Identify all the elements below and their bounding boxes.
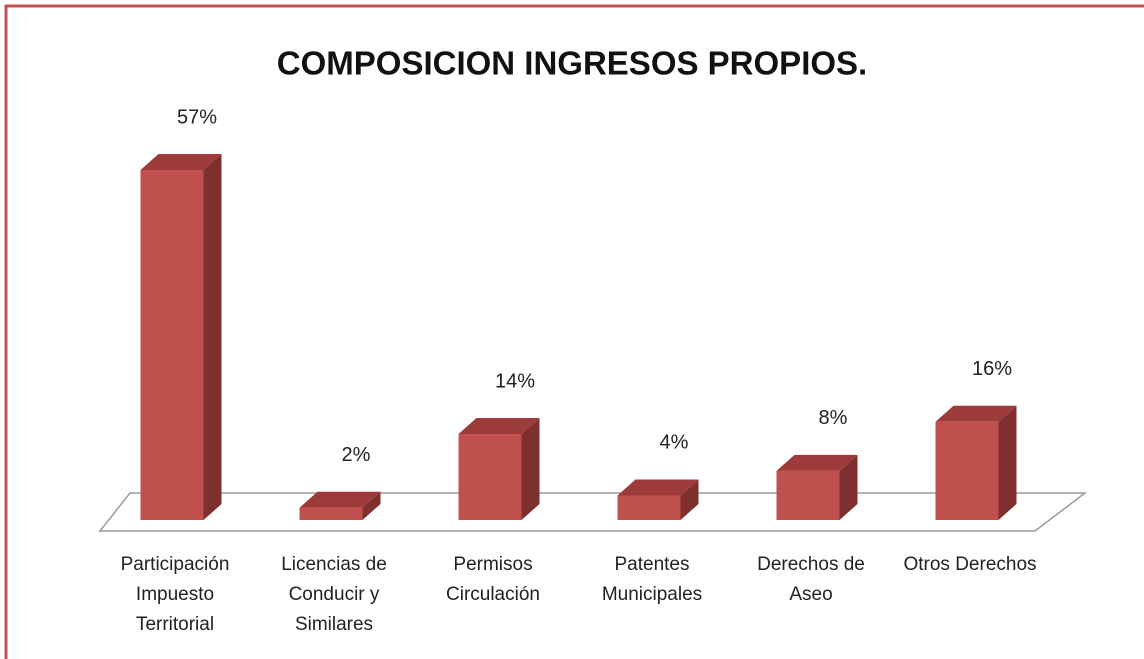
bar-side (203, 154, 222, 520)
bar-front (140, 170, 204, 520)
bar-top (617, 479, 699, 496)
value-label: 14% (495, 370, 535, 392)
value-label: 8% (819, 407, 848, 429)
bar-side (362, 491, 381, 520)
bar-side (998, 405, 1017, 520)
value-label: 2% (342, 444, 371, 466)
bar-top (776, 454, 858, 471)
bar (776, 454, 858, 520)
bar-side (680, 479, 699, 520)
x-tick-label: Derechos de Aseo (757, 554, 865, 605)
bar-top (458, 418, 540, 435)
bar-top (299, 491, 381, 508)
x-tick-label: Patentes Municipales (601, 554, 703, 605)
x-tick-label: Participación Impuesto Territorial (120, 554, 230, 635)
x-tick-label: Permisos Circulación (446, 554, 540, 605)
bar-front (299, 507, 363, 520)
bar-front (458, 434, 522, 520)
bar-front (776, 470, 840, 520)
bar-top (140, 154, 222, 171)
bar (935, 405, 1017, 520)
bar-front (935, 421, 999, 520)
chart-title: COMPOSICION INGRESOS PROPIOS. (277, 45, 867, 82)
frame (4, 4, 1144, 659)
bar-top (935, 405, 1017, 422)
bar (617, 479, 699, 520)
value-label: 4% (660, 432, 689, 454)
bar-front (617, 495, 681, 520)
x-tick-label: Otros Derechos (903, 554, 1037, 575)
bar (458, 418, 540, 520)
x-tick-label: Licencias de Conducir y Similares (281, 554, 387, 635)
bar (299, 491, 381, 520)
bar (140, 154, 222, 520)
value-label: 57% (177, 106, 217, 128)
bar-side (839, 454, 858, 520)
bar-side (521, 418, 540, 520)
value-label: 16% (972, 358, 1012, 380)
